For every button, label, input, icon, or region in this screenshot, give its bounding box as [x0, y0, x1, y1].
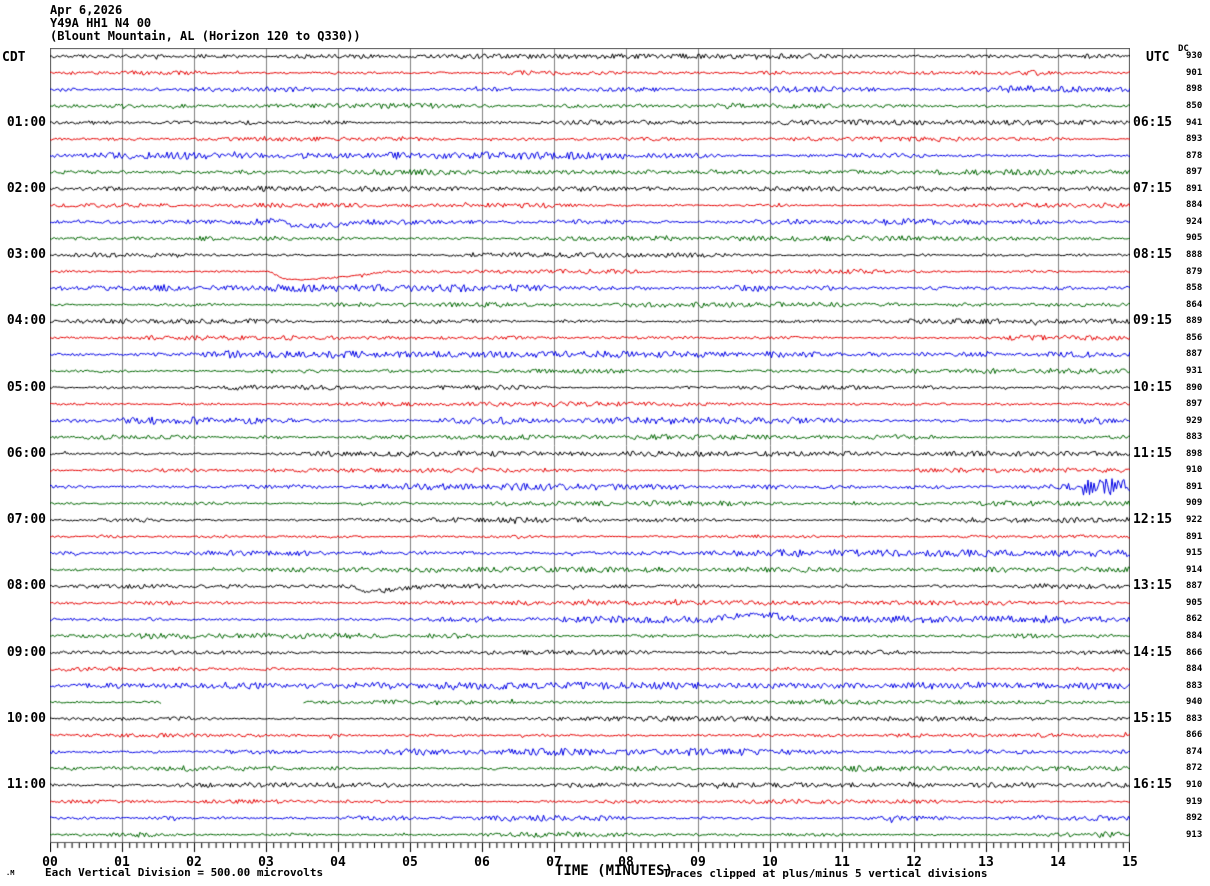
dc-value-row-26: 910 — [1186, 465, 1203, 476]
dc-value-row-4: 850 — [1186, 100, 1203, 111]
dc-value-row-13: 888 — [1186, 250, 1203, 261]
cdt-hour-label-10:00: 10:00 — [6, 710, 46, 726]
cdt-hour-label-02:00: 02:00 — [6, 180, 46, 196]
dc-value-row-41: 883 — [1186, 713, 1203, 724]
right-timezone-label: UTC — [1146, 50, 1170, 65]
x-tick-label-05: 05 — [402, 855, 418, 870]
x-tick-label-12: 12 — [906, 855, 922, 870]
x-tick-label-15: 15 — [1122, 855, 1138, 870]
x-tick-label-04: 04 — [330, 855, 346, 870]
dc-value-row-9: 891 — [1186, 183, 1203, 194]
dc-value-row-28: 909 — [1186, 498, 1203, 509]
utc-hour-label-10:15: 10:15 — [1133, 379, 1173, 395]
dc-value-row-32: 914 — [1186, 564, 1203, 575]
utc-hour-label-14:15: 14:15 — [1133, 644, 1173, 660]
x-tick-label-10: 10 — [762, 855, 778, 870]
dc-value-row-29: 922 — [1186, 515, 1203, 526]
x-tick-label-13: 13 — [978, 855, 994, 870]
x-tick-label-11: 11 — [834, 855, 850, 870]
utc-hour-label-12:15: 12:15 — [1133, 512, 1173, 528]
dc-value-row-25: 898 — [1186, 448, 1203, 459]
dc-value-row-23: 929 — [1186, 415, 1203, 426]
vertical-scale-note: Each Vertical Division = 500.00 microvol… — [45, 866, 324, 879]
dc-value-row-3: 898 — [1186, 84, 1203, 95]
utc-hour-label-16:15: 16:15 — [1133, 777, 1173, 793]
dc-value-row-10: 884 — [1186, 200, 1203, 211]
dc-value-row-8: 897 — [1186, 167, 1203, 178]
x-tick-label-00: 00 — [42, 855, 58, 870]
x-tick-label-07: 07 — [546, 855, 562, 870]
x-tick-label-06: 06 — [474, 855, 490, 870]
dc-value-row-43: 874 — [1186, 746, 1203, 757]
utc-hour-label-07:15: 07:15 — [1133, 180, 1173, 196]
x-tick-label-08: 08 — [618, 855, 634, 870]
cdt-hour-label-06:00: 06:00 — [6, 445, 46, 461]
dc-value-row-37: 866 — [1186, 647, 1203, 658]
dc-value-row-33: 887 — [1186, 581, 1203, 592]
dc-value-row-16: 864 — [1186, 299, 1203, 310]
clip-note: Traces clipped at plus/minus 5 vertical … — [663, 867, 988, 880]
cdt-hour-label-01:00: 01:00 — [6, 114, 46, 130]
dc-value-row-1: 930 — [1186, 51, 1203, 62]
utc-hour-label-09:15: 09:15 — [1133, 313, 1173, 329]
dc-value-row-44: 872 — [1186, 763, 1203, 774]
cdt-hour-label-08:00: 08:00 — [6, 578, 46, 594]
dc-value-row-5: 941 — [1186, 117, 1203, 128]
corner-mark: .M — [6, 869, 15, 877]
dc-value-row-38: 884 — [1186, 664, 1203, 675]
header-station-code: Y49A HH1 N4 00 — [50, 16, 152, 30]
x-tick-label-09: 09 — [690, 855, 706, 870]
dc-value-row-18: 856 — [1186, 332, 1203, 343]
dc-value-row-6: 893 — [1186, 134, 1203, 145]
cdt-hour-label-04:00: 04:00 — [6, 313, 46, 329]
dc-value-row-36: 884 — [1186, 630, 1203, 641]
utc-hour-label-06:15: 06:15 — [1133, 114, 1173, 130]
utc-hour-label-08:15: 08:15 — [1133, 247, 1173, 263]
x-tick-label-14: 14 — [1050, 855, 1066, 870]
dc-value-row-45: 910 — [1186, 780, 1203, 791]
utc-hour-label-11:15: 11:15 — [1133, 445, 1173, 461]
dc-column-label: DC — [1178, 44, 1189, 54]
x-tick-label-01: 01 — [114, 855, 130, 870]
dc-value-row-11: 924 — [1186, 216, 1203, 227]
dc-value-row-40: 940 — [1186, 697, 1203, 708]
dc-value-row-7: 878 — [1186, 150, 1203, 161]
dc-value-row-30: 891 — [1186, 531, 1203, 542]
x-tick-label-02: 02 — [186, 855, 202, 870]
x-tick-label-03: 03 — [258, 855, 274, 870]
dc-value-row-24: 883 — [1186, 432, 1203, 443]
dc-value-row-42: 866 — [1186, 730, 1203, 741]
dc-value-row-2: 901 — [1186, 67, 1203, 78]
dc-value-row-31: 915 — [1186, 548, 1203, 559]
cdt-hour-label-03:00: 03:00 — [6, 247, 46, 263]
dc-value-row-21: 890 — [1186, 382, 1203, 393]
left-timezone-label: CDT — [2, 50, 26, 65]
utc-hour-label-15:15: 15:15 — [1133, 710, 1173, 726]
dc-value-row-19: 887 — [1186, 349, 1203, 360]
dc-value-row-48: 913 — [1186, 829, 1203, 840]
x-axis-title: TIME (MINUTES) — [555, 863, 674, 879]
cdt-hour-label-07:00: 07:00 — [6, 512, 46, 528]
dc-value-row-17: 889 — [1186, 316, 1203, 327]
cdt-hour-label-11:00: 11:00 — [6, 777, 46, 793]
dc-value-row-35: 862 — [1186, 614, 1203, 625]
cdt-hour-label-09:00: 09:00 — [6, 644, 46, 660]
dc-value-row-47: 892 — [1186, 813, 1203, 824]
cdt-hour-label-05:00: 05:00 — [6, 379, 46, 395]
dc-value-row-20: 931 — [1186, 365, 1203, 376]
dc-value-row-46: 919 — [1186, 796, 1203, 807]
utc-hour-label-13:15: 13:15 — [1133, 578, 1173, 594]
dc-value-row-15: 858 — [1186, 283, 1203, 294]
dc-value-row-27: 891 — [1186, 481, 1203, 492]
header-date: Apr 6,2026 — [50, 3, 123, 17]
dc-value-row-22: 897 — [1186, 399, 1203, 410]
dc-value-row-12: 905 — [1186, 233, 1203, 244]
dc-value-row-14: 879 — [1186, 266, 1203, 277]
helicorder-traces — [50, 48, 1130, 856]
dc-value-row-34: 905 — [1186, 597, 1203, 608]
dc-value-row-39: 883 — [1186, 680, 1203, 691]
header-station-location: (Blount Mountain, AL (Horizon 120 to Q33… — [50, 29, 361, 43]
